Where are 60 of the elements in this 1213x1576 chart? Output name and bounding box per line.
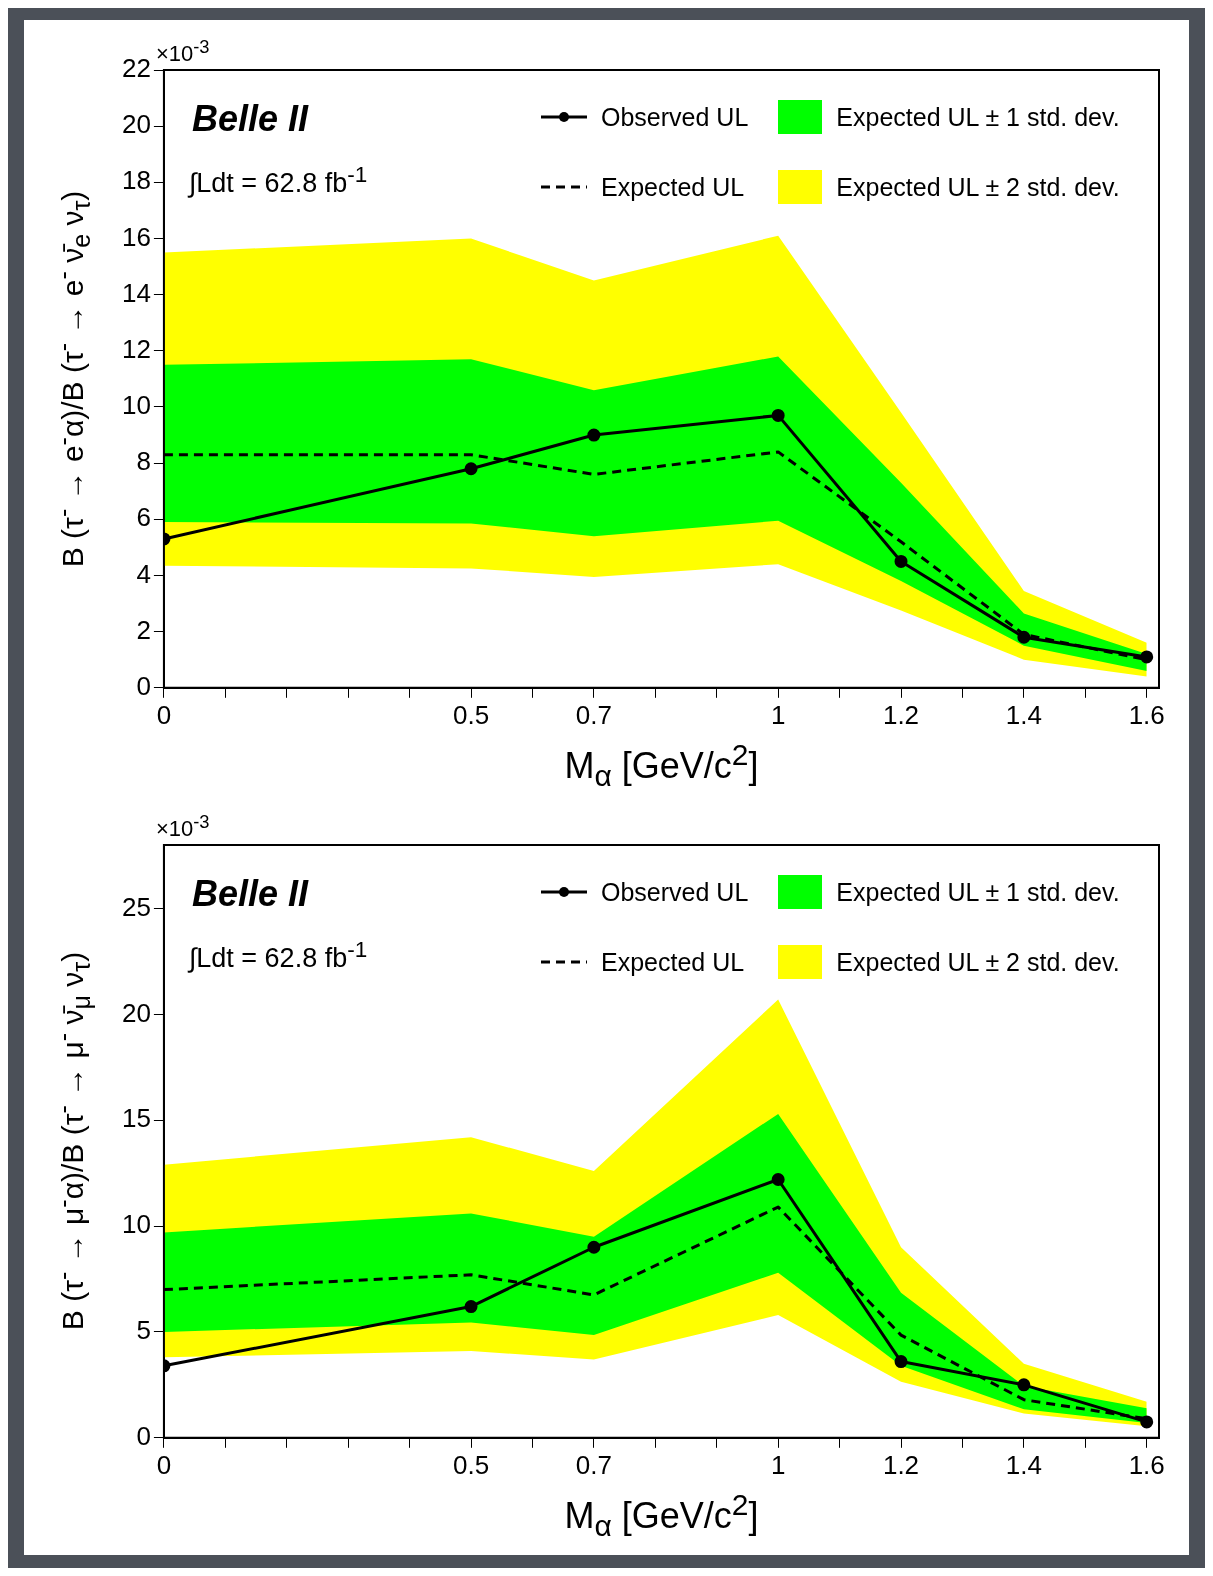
y-tick-label: 0: [136, 1420, 151, 1451]
x-tick-label: 0.5: [452, 699, 490, 730]
text: ×10$^{-3}$: [155, 811, 210, 843]
x-tick-label: 0.7: [575, 1449, 612, 1480]
y-tick-label: 2: [136, 614, 151, 645]
legend-label: Expected UL: [601, 947, 745, 977]
x-tick-label: 0.7: [575, 699, 612, 730]
legend-label: Expected UL ± 2 std. dev.: [836, 172, 1120, 202]
point: [587, 1240, 601, 1254]
y-tick-label: 10: [122, 1209, 151, 1240]
y-tick-label: 22: [122, 53, 151, 84]
annotation: ∫Ldt = 62.8 fb$^{-1}$: [188, 162, 368, 199]
point: [464, 462, 478, 476]
y-tick-label: 8: [136, 446, 151, 477]
y-tick-label: 20: [122, 997, 151, 1028]
point: [771, 1173, 785, 1187]
point: [894, 1355, 908, 1369]
legend-label: Observed UL: [601, 877, 749, 907]
y-tick-label: 12: [122, 333, 151, 364]
legend-label: Expected UL ± 1 std. dev.: [836, 102, 1120, 132]
point: [464, 1300, 478, 1314]
point: [771, 408, 785, 422]
point: [894, 554, 908, 568]
x-tick-label: 1.6: [1128, 1449, 1165, 1480]
y-tick-label: 20: [122, 109, 151, 140]
point: [1140, 650, 1154, 664]
point: [1017, 1378, 1031, 1392]
annotation: ∫Ldt = 62.8 fb$^{-1}$: [188, 937, 368, 974]
x-tick-label: 1.2: [882, 699, 920, 730]
x-axis-title: M$_{α}$ [GeV/c$^{2}$]: [564, 737, 759, 793]
y-tick-label: 16: [122, 221, 151, 252]
y-tick-label: 4: [136, 558, 151, 589]
y-tick-label: 25: [122, 891, 151, 922]
x-tick-label: 1: [770, 1449, 786, 1480]
x-tick-label: 0: [156, 1449, 172, 1480]
x-axis-title: M$_{α}$ [GeV/c$^{2}$]: [564, 1487, 759, 1543]
x-tick-label: 1.4: [1005, 699, 1042, 730]
legend-label: Expected UL ± 1 std. dev.: [836, 877, 1120, 907]
annotation: Belle II: [191, 98, 308, 140]
point: [1140, 1415, 1154, 1429]
x-tick-label: 1.2: [882, 1449, 920, 1480]
text: ×10$^{-3}$: [155, 36, 210, 68]
legend-label: Observed UL: [601, 102, 749, 132]
point: [1017, 630, 1031, 644]
x-tick-label: 1.6: [1128, 699, 1165, 730]
point: [587, 428, 601, 442]
y-tick-label: 5: [136, 1315, 151, 1346]
legend-label: Expected UL: [601, 172, 745, 202]
y-tick-label: 10: [122, 390, 151, 421]
x-tick-label: 0.5: [452, 1449, 490, 1480]
x-tick-label: 1: [770, 699, 786, 730]
x-tick-label: 1.4: [1005, 1449, 1042, 1480]
y-tick-label: 6: [136, 502, 151, 533]
y-tick-label: 15: [122, 1103, 151, 1134]
y-tick-label: 18: [122, 165, 151, 196]
annotation: Belle II: [191, 873, 308, 915]
y-tick-label: 0: [136, 670, 151, 701]
x-tick-label: 0: [156, 699, 172, 730]
legend-label: Expected UL ± 2 std. dev.: [836, 947, 1120, 977]
y-tick-label: 14: [122, 277, 151, 308]
